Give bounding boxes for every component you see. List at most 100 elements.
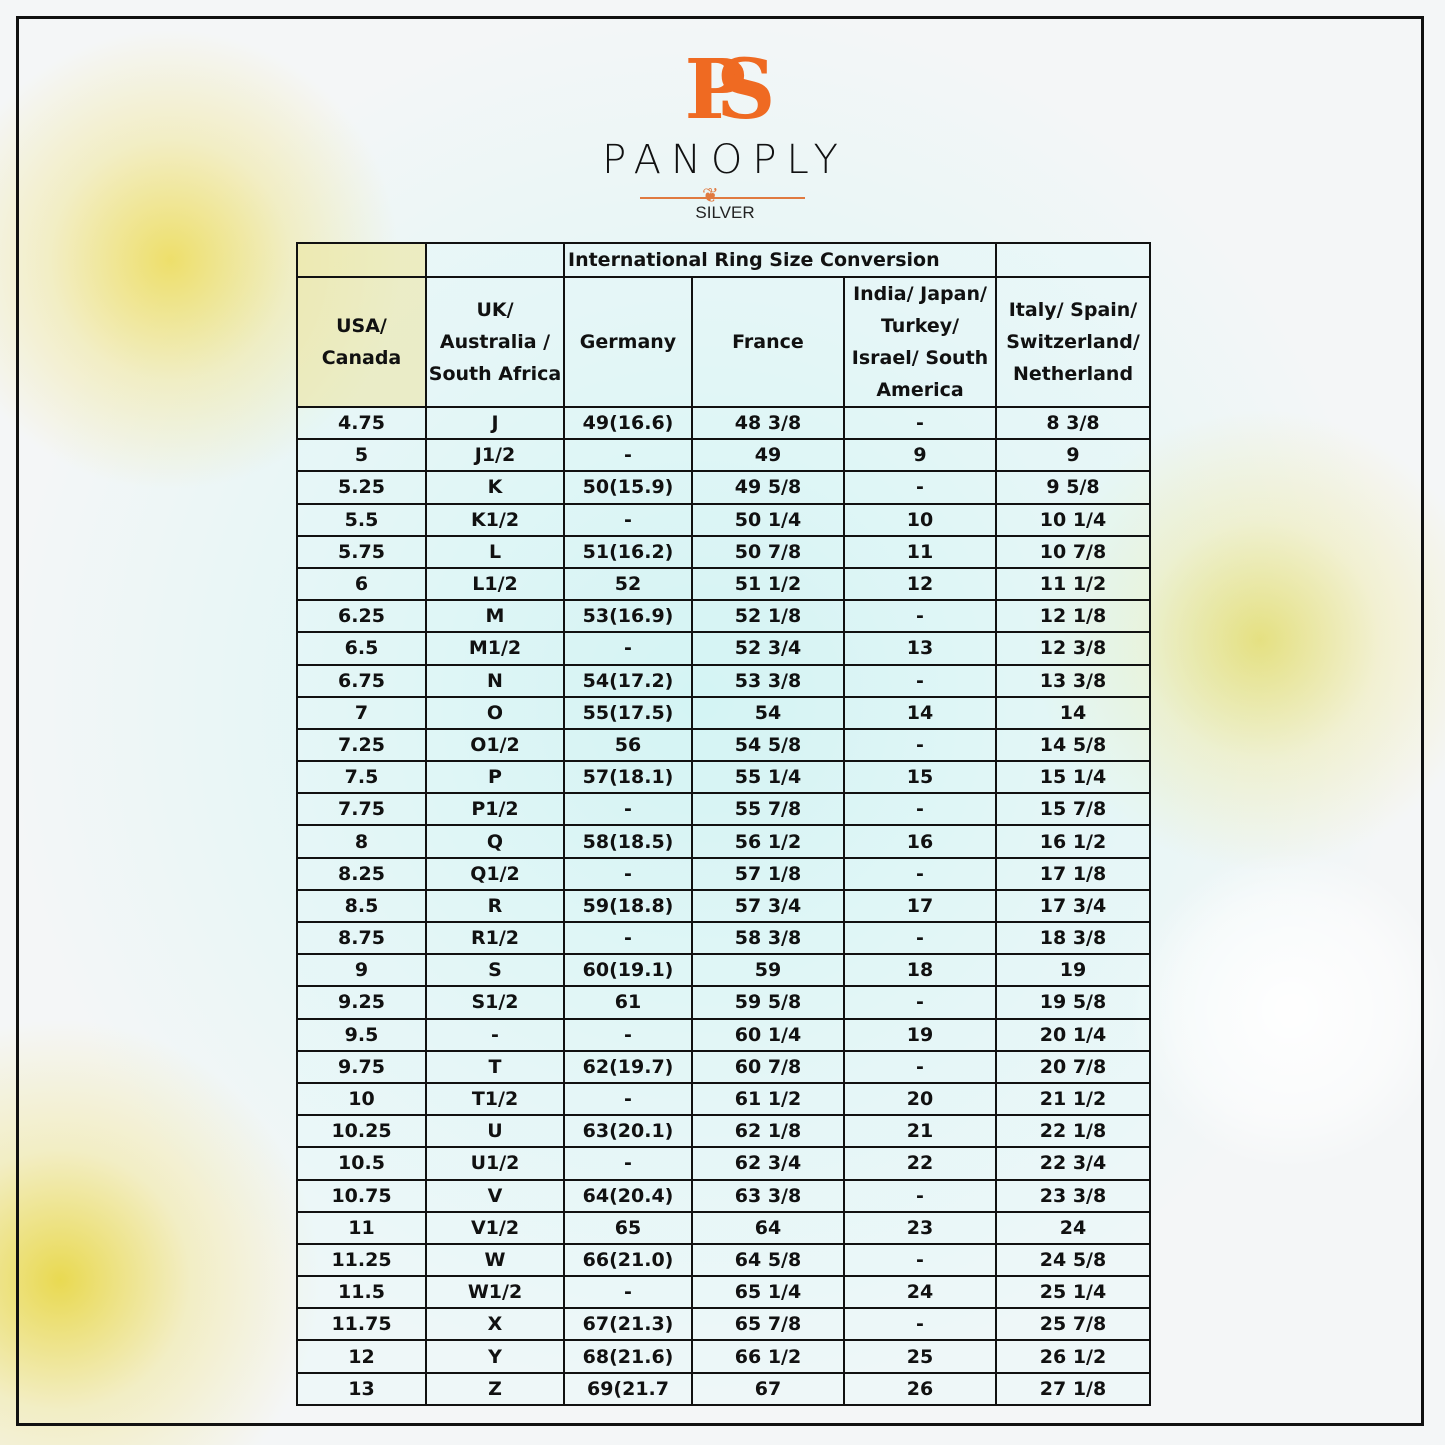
cell-italy: 8 3/8 bbox=[995, 405, 1151, 441]
cell-india: 22 bbox=[843, 1146, 997, 1181]
cell-uk: W1/2 bbox=[425, 1275, 565, 1310]
cell-germany: - bbox=[563, 1146, 693, 1181]
cell-italy: 24 bbox=[995, 1210, 1151, 1245]
cell-india: - bbox=[843, 1178, 997, 1213]
cell-usa: 9.5 bbox=[296, 1017, 427, 1052]
cell-france: 56 1/2 bbox=[691, 824, 845, 859]
cell-france: 54 5/8 bbox=[691, 727, 845, 763]
cell-germany: 69(21.7 bbox=[563, 1371, 693, 1406]
cell-france: 65 7/8 bbox=[691, 1307, 845, 1342]
cell-usa: 8.75 bbox=[296, 920, 427, 956]
cell-uk: K1/2 bbox=[425, 502, 565, 537]
cell-uk: U bbox=[425, 1114, 565, 1149]
cell-usa: 7 bbox=[296, 695, 427, 730]
cell-usa: 9.75 bbox=[296, 1049, 427, 1084]
table-row: 10 T1/2-61 1/2 20 21 1/2 bbox=[296, 1081, 1151, 1117]
cell-uk: T1/2 bbox=[425, 1081, 565, 1117]
table-row: 6.25 M 53(16.9) 52 1/8-12 1/8 bbox=[296, 599, 1151, 634]
cell-india: - bbox=[843, 985, 997, 1020]
cell-italy: 18 3/8 bbox=[995, 920, 1151, 956]
cell-germany: 58(18.5) bbox=[563, 824, 693, 859]
cell-germany: 49(16.6) bbox=[563, 405, 693, 441]
cell-uk: L bbox=[425, 534, 565, 569]
cell-usa: 6.75 bbox=[296, 663, 427, 698]
cell-uk: S1/2 bbox=[425, 985, 565, 1020]
cell-india: - bbox=[843, 1307, 997, 1342]
cell-italy: 12 3/8 bbox=[995, 631, 1151, 666]
vine-ornament-icon: ❦ bbox=[600, 183, 850, 207]
table-row: 8.25 Q1/2-57 1/8-17 1/8 bbox=[296, 856, 1151, 891]
cell-india: - bbox=[843, 920, 997, 956]
cell-italy: 27 1/8 bbox=[995, 1371, 1151, 1406]
table-row: 11.5 W1/2-65 1/4 24 25 1/4 bbox=[296, 1275, 1151, 1310]
cell-germany: - bbox=[563, 502, 693, 537]
cell-india: 14 bbox=[843, 695, 997, 730]
cell-uk: O1/2 bbox=[425, 727, 565, 763]
cell-india: - bbox=[843, 856, 997, 891]
cell-usa: 11.75 bbox=[296, 1307, 427, 1342]
cell-usa: 10.5 bbox=[296, 1146, 427, 1181]
cell-france: 64 bbox=[691, 1210, 845, 1245]
cell-india: 15 bbox=[843, 760, 997, 795]
cell-italy: 19 bbox=[995, 953, 1151, 988]
brand-name: PANOPLY bbox=[602, 137, 848, 183]
table-row: 7.5 P 57(18.1) 55 1/4 15 15 1/4 bbox=[296, 760, 1151, 795]
cell-germany: 64(20.4) bbox=[563, 1178, 693, 1213]
table-row: 6.75 N 54(17.2) 53 3/8-13 3/8 bbox=[296, 663, 1151, 698]
cell-france: 61 1/2 bbox=[691, 1081, 845, 1117]
cell-germany: 53(16.9) bbox=[563, 599, 693, 634]
table-title: International Ring Size Conversion bbox=[563, 242, 997, 278]
cell-india: - bbox=[843, 1242, 997, 1278]
cell-uk: M1/2 bbox=[425, 631, 565, 666]
cell-usa: 7.25 bbox=[296, 727, 427, 763]
cell-france: 59 bbox=[691, 953, 845, 988]
cell-uk: P bbox=[425, 760, 565, 795]
cell-india: 13 bbox=[843, 631, 997, 666]
cell-uk: Q bbox=[425, 824, 565, 859]
cell-india: 21 bbox=[843, 1114, 997, 1149]
cell-usa: 11.5 bbox=[296, 1275, 427, 1310]
cell-usa: 12 bbox=[296, 1339, 427, 1374]
border-frame bbox=[16, 16, 1424, 1426]
table-row: 6 L1/2 52 51 1/2 12 11 1/2 bbox=[296, 566, 1151, 602]
cell-india: - bbox=[843, 599, 997, 634]
cell-uk: Q1/2 bbox=[425, 856, 565, 891]
cell-usa: 10.75 bbox=[296, 1178, 427, 1213]
table-row: 9.5- -60 1/4 19 20 1/4 bbox=[296, 1017, 1151, 1052]
cell-india: - bbox=[843, 405, 997, 441]
cell-germany: - bbox=[563, 438, 693, 473]
cell-italy: 17 1/8 bbox=[995, 856, 1151, 891]
cell-usa: 8.25 bbox=[296, 856, 427, 891]
cell-germany: 60(19.1) bbox=[563, 953, 693, 988]
table-row: 11 V1/2 65 64 23 24 bbox=[296, 1210, 1151, 1245]
cell-france: 54 bbox=[691, 695, 845, 730]
cell-usa: 6.5 bbox=[296, 631, 427, 666]
cell-france: 48 3/8 bbox=[691, 405, 845, 441]
cell-france: 60 1/4 bbox=[691, 1017, 845, 1052]
cell-italy: 14 5/8 bbox=[995, 727, 1151, 763]
table-row: 5 J1/2-49 9 9 bbox=[296, 438, 1151, 473]
cell-india: - bbox=[843, 792, 997, 827]
table-row: 13 Z 69(21.7 67 26 27 1/8 bbox=[296, 1371, 1151, 1406]
cell-france: 55 7/8 bbox=[691, 792, 845, 827]
cell-uk: V1/2 bbox=[425, 1210, 565, 1245]
table-row: 11.75 X 67(21.3) 65 7/8-25 7/8 bbox=[296, 1307, 1151, 1342]
table-row: 8.5 R 59(18.8) 57 3/4 17 17 3/4 bbox=[296, 888, 1151, 924]
cell-germany: 54(17.2) bbox=[563, 663, 693, 698]
cell-usa: 5.75 bbox=[296, 534, 427, 569]
cell-germany: 55(17.5) bbox=[563, 695, 693, 730]
blank-cell bbox=[995, 242, 1151, 278]
cell-france: 60 7/8 bbox=[691, 1049, 845, 1084]
cell-uk: W bbox=[425, 1242, 565, 1278]
cell-uk: - bbox=[425, 1017, 565, 1052]
cell-germany: - bbox=[563, 1017, 693, 1052]
cell-germany: 56 bbox=[563, 727, 693, 763]
cell-italy: 12 1/8 bbox=[995, 599, 1151, 634]
cell-india: 10 bbox=[843, 502, 997, 537]
cell-italy: 14 bbox=[995, 695, 1151, 730]
table-row: 7.75 P1/2-55 7/8-15 7/8 bbox=[296, 792, 1151, 827]
cell-usa: 7.5 bbox=[296, 760, 427, 795]
cell-germany: 63(20.1) bbox=[563, 1114, 693, 1149]
cell-usa: 10 bbox=[296, 1081, 427, 1117]
cell-italy: 25 7/8 bbox=[995, 1307, 1151, 1342]
